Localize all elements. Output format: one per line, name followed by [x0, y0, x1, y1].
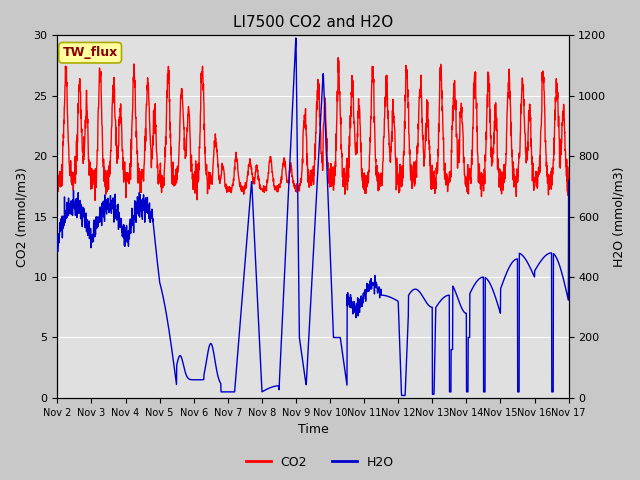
- Title: LI7500 CO2 and H2O: LI7500 CO2 and H2O: [233, 15, 393, 30]
- Text: TW_flux: TW_flux: [63, 46, 118, 59]
- Y-axis label: H2O (mmol/m3): H2O (mmol/m3): [612, 167, 625, 267]
- Legend: CO2, H2O: CO2, H2O: [241, 451, 399, 474]
- Y-axis label: CO2 (mmol/m3): CO2 (mmol/m3): [15, 167, 28, 266]
- X-axis label: Time: Time: [298, 423, 328, 436]
